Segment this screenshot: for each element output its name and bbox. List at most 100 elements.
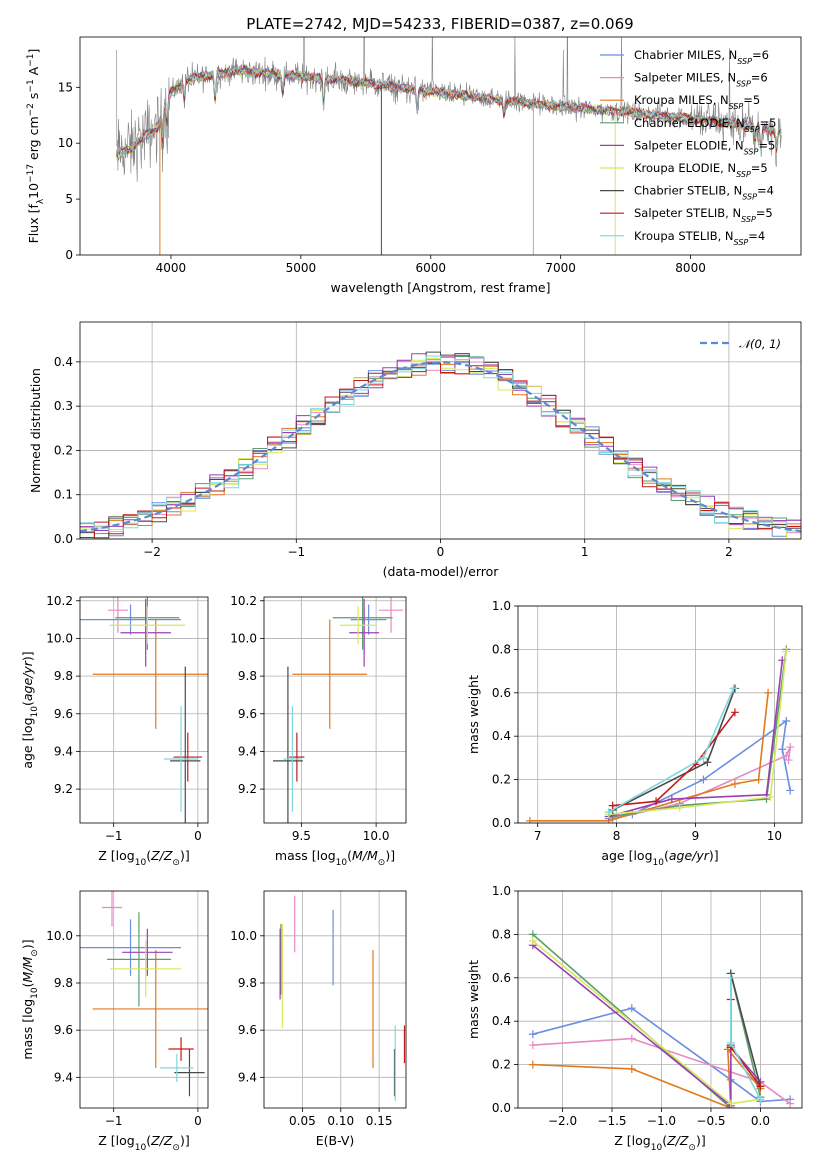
- x-tick-label: 6000: [415, 261, 446, 275]
- legend-label-kroupa-miles: Kroupa MILES, NSSP=5: [634, 93, 760, 111]
- y-tick-label: 10: [58, 136, 73, 150]
- weight-marker-kroupa-miles: [730, 779, 739, 788]
- y-tick-label: 10.2: [230, 594, 257, 608]
- y-axis-label-part: −17: [26, 164, 36, 183]
- x-axis-label-part: ⊙: [172, 858, 180, 868]
- y-axis-label-part: −2: [26, 103, 36, 116]
- y-tick-label: 1.0: [492, 884, 511, 898]
- x-tick-label: −0.5: [696, 1114, 725, 1128]
- y-tick-label: 9.2: [238, 782, 257, 796]
- x-axis-label-part: Z/Z: [150, 1133, 173, 1148]
- y-tick-label: 0.0: [492, 1101, 511, 1115]
- y-tick-label: 0.2: [492, 773, 511, 787]
- legend-label-main: Kroupa ELODIE, N: [634, 161, 736, 175]
- x-axis-label-part: 10: [336, 858, 348, 868]
- weight-marker-kroupa-stelib: [726, 1038, 735, 1047]
- y-tick-label: 1.0: [492, 599, 511, 613]
- y-axis-label-part: )]: [20, 651, 35, 661]
- weight-marker-kroupa-elodie: [782, 647, 791, 656]
- age-vs-mass-grid: [264, 597, 406, 823]
- y-axis-label: Flux [fλ10−17 erg cm−2 s−1 A−1]: [26, 49, 46, 244]
- x-axis-label: Z [log10(Z/Z⊙)]: [614, 1133, 705, 1153]
- y-axis-label-part: age/yr: [20, 660, 35, 701]
- weight-marker-salpeter-miles: [784, 756, 793, 765]
- x-axis-label: (data-model)/error: [383, 564, 500, 579]
- legend-label-kroupa-elodie: Kroupa ELODIE, NSSP=5: [634, 161, 768, 179]
- weight-line-salpeter-elodie: [532, 944, 762, 1108]
- y-axis-label-part: ⊙: [30, 949, 40, 957]
- x-tick-label: 0: [194, 829, 202, 843]
- weight-marker-kroupa-miles: [627, 1064, 636, 1073]
- x-tick-label: 0.15: [366, 1114, 393, 1128]
- legend-label-main: Kroupa STELIB, N: [634, 229, 734, 243]
- mass-vs-z-panel: −1 09.49.69.810.0Z [log10(Z/Z⊙)]mass [log…: [20, 890, 209, 1153]
- legend-label-sub: SSP: [744, 147, 759, 156]
- y-tick-label: 15: [58, 80, 73, 94]
- legend-label-main: Salpeter MILES, N: [634, 71, 736, 85]
- weight-line-salpeter-miles: [532, 1037, 791, 1105]
- y-tick-label: 0: [65, 248, 73, 262]
- spectrum-model-kroupa-elodie: [116, 65, 782, 160]
- y-tick-label: 5: [65, 192, 73, 206]
- mass-weight-vs-age-grid: [518, 605, 802, 824]
- weight-marker-salpeter-stelib: [652, 797, 661, 806]
- y-tick-label: 0.8: [492, 927, 511, 941]
- x-tick-label: 7: [534, 829, 542, 843]
- y-axis-label-part: mass weight: [466, 675, 481, 754]
- weight-marker-kroupa-miles: [528, 1060, 537, 1069]
- legend-label-count: =5: [758, 138, 775, 152]
- histogram-step-kroupa-stelib: [80, 355, 801, 532]
- weight-marker-kroupa-miles: [754, 775, 763, 784]
- legend-label-count: =6: [752, 48, 769, 62]
- weight-marker-kroupa-stelib: [604, 808, 613, 817]
- legend-label-count: =6: [751, 71, 768, 85]
- y-tick-label: 9.8: [54, 669, 73, 683]
- y-tick-label: 0.4: [492, 729, 511, 743]
- x-tick-label: 8: [613, 829, 621, 843]
- y-axis-label: mass weight: [466, 675, 481, 754]
- weight-marker-kroupa-stelib: [729, 684, 738, 693]
- x-tick-label: 9: [692, 829, 700, 843]
- x-axis-label-part: Z/Z: [666, 1133, 689, 1148]
- age-vs-z-frame: [79, 596, 209, 824]
- y-axis-label: mass weight: [466, 960, 481, 1039]
- x-axis-label-part: 10: [135, 1143, 147, 1153]
- y-axis-label-part: A: [26, 66, 41, 79]
- legend-label-salpeter-elodie: Salpeter ELODIE, NSSP=5: [634, 138, 775, 156]
- legend-label-main: Salpeter ELODIE, N: [634, 138, 744, 152]
- legend-label-main: Kroupa MILES, N: [634, 93, 729, 107]
- y-tick-label: 9.6: [238, 1023, 257, 1037]
- x-axis-label: Z [log10(Z/Z⊙)]: [98, 1133, 189, 1153]
- legend-label-sub: SSP: [736, 79, 751, 88]
- y-tick-label: 9.8: [54, 976, 73, 990]
- y-tick-label: 0.0: [54, 532, 73, 546]
- x-axis-label-part: )]: [180, 1133, 190, 1148]
- x-tick-label: 10: [767, 829, 782, 843]
- age-vs-mass-panel: 9.5 10.0 9.2 9.4 9.6 9.8 10.0 10.2 mass [log10(M…: [230, 594, 407, 868]
- x-axis-label-part: (data-model)/error: [383, 564, 500, 579]
- x-axis-label: wavelength [Angstrom, rest frame]: [330, 280, 550, 295]
- mass-vs-z-plot-area: [80, 891, 208, 1097]
- y-tick-label: 9.8: [238, 669, 257, 683]
- y-tick-label: 9.8: [238, 976, 257, 990]
- mass-vs-ebv-panel: 0.05 0.10 0.15 9.4 9.6 9.8 10.0 E(B-V): [230, 890, 407, 1148]
- legend-label-main: Chabrier ELODIE, N: [634, 116, 745, 130]
- x-tick-label: −1.5: [597, 1114, 626, 1128]
- y-axis-label: Normed distribution: [28, 368, 43, 493]
- legend-normal-label: 𝒩(0, 1): [739, 337, 781, 351]
- y-axis-label-part: )]: [20, 939, 35, 949]
- weight-marker-kroupa-stelib: [756, 1095, 765, 1104]
- age-vs-mass-frame: [263, 596, 407, 824]
- weight-marker-salpeter-stelib: [756, 1082, 765, 1091]
- weight-marker-kroupa-elodie: [675, 803, 684, 812]
- x-axis-label-part: Z [log: [614, 1133, 650, 1148]
- legend-label-main: Chabrier STELIB, N: [634, 184, 742, 198]
- y-tick-label: 0.8: [492, 642, 511, 656]
- y-axis-label-part: age [log: [20, 717, 35, 768]
- legend-label-main: Chabrier MILES, N: [634, 48, 737, 62]
- weight-marker-salpeter-miles: [528, 1041, 537, 1050]
- mass-weight-vs-age-frame: [517, 605, 803, 824]
- residual-histogram-plot-area: [80, 351, 801, 539]
- legend-label-kroupa-stelib: Kroupa STELIB, NSSP=4: [634, 229, 765, 247]
